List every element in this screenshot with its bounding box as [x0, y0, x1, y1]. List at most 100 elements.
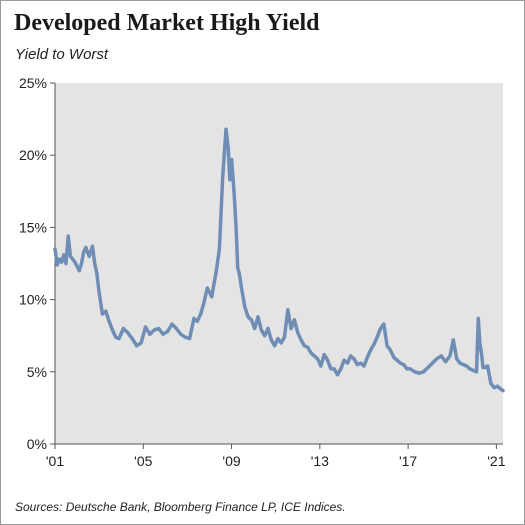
data-point	[476, 316, 480, 320]
data-point	[114, 335, 118, 339]
data-point	[332, 367, 336, 371]
data-point	[237, 272, 241, 276]
data-point	[228, 178, 232, 182]
x-tick-label: '01	[46, 453, 64, 469]
data-point	[57, 257, 62, 261]
data-point	[486, 364, 490, 368]
data-point	[148, 332, 152, 336]
data-point	[60, 260, 64, 264]
data-point	[329, 367, 333, 371]
y-tick-label: 0%	[27, 436, 47, 452]
data-point	[349, 354, 353, 358]
data-point	[233, 204, 237, 208]
data-point	[188, 337, 192, 341]
data-point	[309, 351, 313, 355]
data-point	[471, 368, 475, 372]
data-point	[296, 331, 300, 335]
data-point	[465, 364, 469, 368]
data-point	[66, 234, 70, 238]
data-point	[458, 361, 462, 365]
data-point	[444, 360, 448, 364]
y-axis: 0% 5% 10% 15% 20% 25%	[19, 75, 55, 452]
data-point	[179, 332, 183, 336]
data-point	[64, 261, 68, 266]
data-point	[461, 363, 465, 367]
data-point	[455, 357, 459, 361]
data-point	[388, 348, 392, 352]
data-point	[292, 318, 296, 322]
data-point	[221, 175, 225, 179]
data-point	[385, 344, 389, 348]
data-point	[239, 286, 244, 290]
data-point	[256, 315, 260, 319]
data-point	[269, 338, 273, 342]
chart-title: Developed Market High Yield	[14, 10, 320, 36]
data-point	[289, 326, 293, 331]
data-point	[82, 250, 86, 254]
data-point	[355, 363, 359, 367]
data-point	[402, 363, 406, 367]
data-point	[378, 326, 383, 331]
data-point	[75, 264, 79, 268]
data-point	[369, 348, 373, 352]
data-point	[359, 361, 363, 365]
data-point	[161, 332, 165, 336]
data-point	[276, 337, 280, 341]
data-point	[135, 344, 139, 348]
x-tick-label: '17	[399, 453, 417, 469]
data-point	[174, 326, 178, 331]
data-point	[104, 309, 108, 313]
data-point	[210, 295, 214, 299]
data-point	[110, 328, 114, 332]
data-point	[299, 338, 303, 342]
data-point	[93, 261, 97, 266]
data-point	[316, 357, 320, 361]
data-point	[253, 326, 257, 331]
data-point	[326, 358, 330, 362]
data-point	[259, 328, 263, 332]
data-point	[62, 253, 66, 257]
data-point	[478, 341, 482, 345]
data-point	[365, 355, 369, 359]
data-point	[451, 338, 455, 342]
data-point	[413, 370, 417, 374]
data-point	[319, 364, 323, 368]
data-point	[405, 367, 409, 371]
data-point	[90, 244, 95, 248]
data-point	[395, 358, 399, 362]
data-point	[282, 335, 287, 339]
data-point	[84, 246, 88, 250]
data-point	[263, 334, 267, 338]
data-point	[302, 344, 306, 348]
x-tick-label: '09	[222, 453, 240, 469]
y-tick-label: 5%	[27, 364, 47, 380]
data-point	[322, 352, 326, 357]
data-point	[166, 329, 170, 333]
data-point	[468, 367, 472, 371]
data-point	[345, 361, 349, 365]
data-point	[426, 365, 430, 370]
data-point	[139, 341, 143, 345]
data-point	[495, 384, 500, 388]
data-point	[372, 342, 376, 346]
data-point	[273, 344, 277, 348]
data-point	[286, 308, 290, 312]
data-point	[408, 367, 412, 371]
data-point	[95, 272, 99, 276]
data-point	[501, 389, 505, 393]
data-point	[152, 328, 156, 332]
data-point	[279, 341, 283, 345]
data-point	[79, 261, 84, 266]
data-point	[71, 257, 75, 261]
data-point	[157, 326, 161, 331]
chart-subtitle: Yield to Worst	[15, 46, 109, 63]
y-tick-label: 25%	[19, 75, 47, 91]
data-point	[422, 370, 426, 374]
data-point	[202, 300, 206, 305]
data-point	[100, 312, 104, 316]
data-point	[439, 354, 443, 358]
data-point	[362, 364, 366, 368]
data-point	[246, 315, 250, 319]
data-point	[217, 247, 221, 251]
